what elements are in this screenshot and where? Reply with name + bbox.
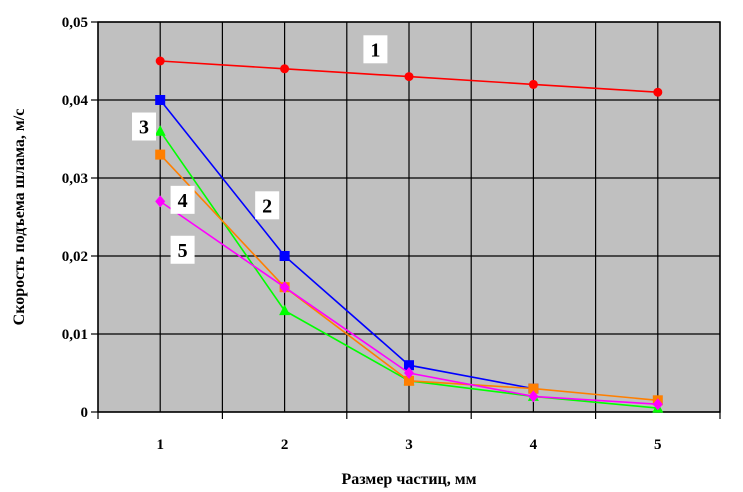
- curve-label-text: 5: [178, 240, 188, 262]
- data-point: [155, 149, 166, 160]
- curve-label-box: [255, 191, 280, 220]
- axes: [91, 21, 721, 419]
- data-point: [404, 375, 414, 386]
- data-point: [528, 383, 539, 394]
- series-1: [155, 56, 663, 97]
- curve-label-box: [363, 35, 388, 64]
- y-tick-label: 0: [81, 405, 89, 421]
- data-point: [154, 125, 166, 136]
- x-tick-label: 5: [654, 437, 662, 453]
- y-tick-label: 0,01: [62, 327, 88, 343]
- series-layer: [154, 56, 664, 413]
- y-tick-labels: 0 0,01 0,02 0,03 0,04 0,05: [62, 15, 89, 421]
- curve-label-box: [170, 235, 195, 264]
- curve-label-3: 3: [132, 112, 157, 141]
- data-point: [404, 360, 414, 371]
- curve-label-1: 1: [363, 35, 388, 64]
- data-point: [528, 79, 538, 89]
- data-point: [404, 367, 414, 379]
- data-point: [279, 304, 291, 316]
- series-5: [155, 195, 663, 411]
- x-tick-label: 3: [405, 437, 413, 453]
- y-axis-title: Скорость подъема шлама, м/с: [11, 109, 28, 326]
- data-point: [280, 64, 290, 74]
- y-tick-label: 0,02: [62, 249, 88, 265]
- curve-labels: 1 2 3 4 5: [132, 35, 388, 264]
- x-tick-label: 1: [156, 437, 164, 453]
- data-point: [404, 72, 414, 82]
- curve-label-2: 2: [255, 191, 280, 220]
- data-point: [528, 390, 539, 403]
- data-point: [155, 195, 166, 208]
- data-point: [279, 251, 290, 261]
- curve-label-4: 4: [170, 185, 195, 214]
- curve-label-5: 5: [170, 235, 195, 264]
- data-point: [652, 398, 663, 411]
- plot-border: [97, 21, 721, 413]
- x-axis-title: Размер частиц, мм: [341, 471, 476, 488]
- curve-label-box: [132, 112, 157, 141]
- x-tick-label: 2: [281, 437, 289, 453]
- x-tick-label: 4: [530, 437, 538, 453]
- curve-label-text: 4: [178, 190, 188, 212]
- curve-label-text: 2: [262, 195, 272, 217]
- y-tick-label: 0,03: [62, 171, 88, 187]
- curve-label-text: 1: [370, 39, 380, 61]
- curve-label-box: [170, 185, 195, 214]
- data-point: [155, 95, 166, 105]
- y-tick-label: 0,04: [62, 93, 89, 109]
- data-point: [279, 281, 290, 294]
- curve-label-text: 3: [139, 117, 149, 139]
- x-tick-labels: 1 2 3 4 5: [156, 437, 661, 453]
- data-point: [653, 87, 663, 97]
- data-point: [155, 56, 165, 66]
- series-line: [159, 99, 534, 390]
- y-tick-label: 0,05: [62, 15, 88, 31]
